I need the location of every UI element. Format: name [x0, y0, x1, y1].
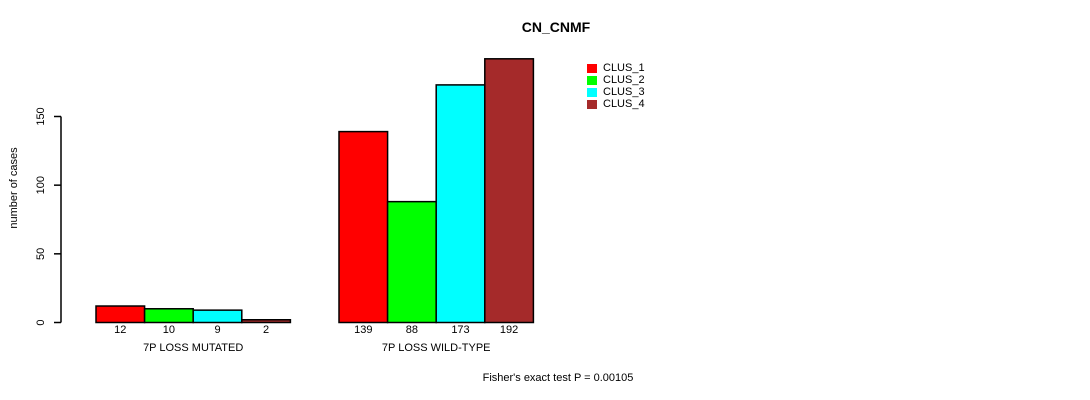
legend-item-clus_2: CLUS_2 [587, 74, 645, 86]
bar-clus_1-mutated [95, 305, 146, 324]
legend-label: CLUS_2 [603, 74, 645, 86]
chart-title: CN_CNMF [521, 19, 591, 35]
bar-clus_3-wild-type [435, 84, 486, 324]
bar-value-label: 192 [500, 324, 518, 336]
bar-value-label: 12 [114, 324, 126, 336]
legend-label: CLUS_4 [603, 98, 645, 110]
legend-swatch-clus_2 [587, 75, 597, 85]
group-label: 7P LOSS MUTATED [143, 342, 243, 354]
y-axis-tick-label: 50 [35, 248, 47, 260]
legend-item-clus_4: CLUS_4 [587, 98, 645, 110]
bar-value-label: 9 [214, 324, 220, 336]
legend-label: CLUS_1 [603, 62, 645, 74]
legend-swatch-clus_1 [587, 63, 597, 73]
legend: CLUS_1 CLUS_2 CLUS_3 CLUS_4 [587, 62, 645, 110]
bar-clus_3-mutated [192, 309, 243, 324]
legend-item-clus_3: CLUS_3 [587, 86, 645, 98]
y-axis-tick-label: 0 [35, 319, 47, 325]
bar-clus_4-wild-type [484, 58, 535, 324]
group-label: 7P LOSS WILD-TYPE [382, 342, 491, 354]
bar-value-label: 2 [263, 324, 269, 336]
legend-swatch-clus_4 [587, 99, 597, 109]
bar-value-label: 88 [406, 324, 418, 336]
bar-clus_2-wild-type [386, 200, 437, 324]
y-axis-tick-label: 100 [35, 176, 47, 194]
bar-value-label: 173 [451, 324, 469, 336]
bar-clus_4-mutated [241, 319, 292, 324]
bar-value-label: 139 [354, 324, 372, 336]
legend-item-clus_1: CLUS_1 [587, 62, 645, 74]
bar-clus_2-mutated [143, 308, 194, 324]
bar-clus_1-wild-type [338, 130, 389, 324]
legend-swatch-clus_3 [587, 87, 597, 97]
bar-value-label: 10 [163, 324, 175, 336]
statistical-test-caption: Fisher's exact test P = 0.00105 [482, 372, 634, 384]
y-axis-tick-label: 150 [35, 107, 47, 125]
legend-label: CLUS_3 [603, 86, 645, 98]
